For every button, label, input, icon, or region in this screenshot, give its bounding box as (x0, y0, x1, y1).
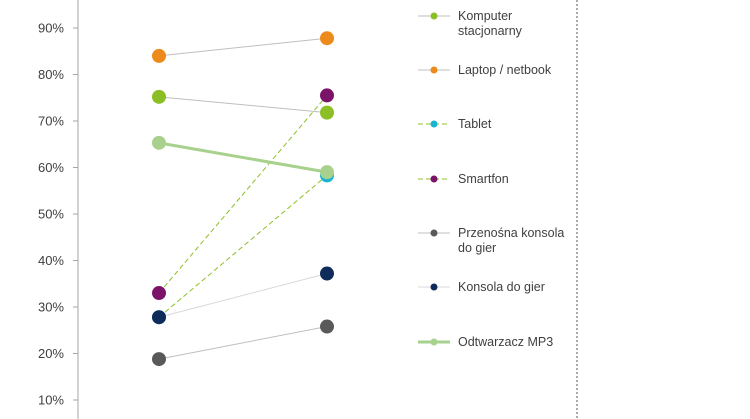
data-point (152, 135, 166, 150)
legend-entry: Konsola do gier (418, 280, 545, 294)
data-point (320, 266, 334, 281)
data-point (320, 319, 334, 334)
y-tick-label: 90% (38, 21, 64, 36)
series-line (158, 175, 328, 318)
data-point (320, 105, 334, 120)
y-tick-label: 80% (38, 67, 64, 82)
series-line (158, 273, 328, 318)
legend-label: Konsola do gier (458, 280, 545, 294)
y-tick-label: 30% (38, 300, 64, 315)
series-line (158, 141, 328, 174)
legend-label: do gier (458, 241, 496, 255)
legend-entry: Smartfon (418, 172, 509, 186)
data-point (152, 286, 166, 301)
legend-label: stacjonarny (458, 24, 523, 38)
data-point (320, 165, 334, 180)
y-tick-label: 50% (38, 207, 64, 222)
data-point (152, 89, 166, 104)
legend-marker (430, 175, 438, 183)
legend-marker (430, 283, 438, 291)
legend-entry: Odtwarzacz MP3 (418, 335, 553, 349)
legend-label: Odtwarzacz MP3 (458, 335, 553, 349)
y-tick-label: 10% (38, 393, 64, 408)
legend-label: Smartfon (458, 172, 509, 186)
y-tick-label: 40% (38, 253, 64, 268)
y-tick-label: 60% (38, 160, 64, 175)
series-line (158, 326, 328, 360)
legend-label: Przenośna konsola (458, 226, 564, 240)
series-line (158, 96, 328, 114)
y-tick-label: 70% (38, 114, 64, 129)
y-axis: 10% 20% 30% 40% 50% 60% 70% 80% 90% (38, 0, 79, 419)
series-lines (158, 37, 328, 360)
data-point (320, 31, 334, 46)
data-point (152, 48, 166, 63)
data-point (320, 88, 334, 103)
data-points (152, 31, 334, 367)
data-point (152, 310, 166, 325)
series-line (158, 95, 328, 294)
series-line (158, 37, 328, 57)
legend-marker (430, 338, 438, 346)
legend-label: Komputer (458, 9, 512, 23)
legend-marker (430, 12, 438, 20)
legend-label: Tablet (458, 117, 492, 131)
legend-marker (430, 120, 438, 128)
legend-entry: Laptop / netbook (418, 63, 552, 77)
legend-entry: Tablet (418, 117, 492, 131)
legend-marker (430, 229, 438, 237)
data-point (152, 352, 166, 367)
legend-label: Laptop / netbook (458, 63, 552, 77)
y-tick-label: 20% (38, 346, 64, 361)
legend-marker (430, 66, 438, 74)
